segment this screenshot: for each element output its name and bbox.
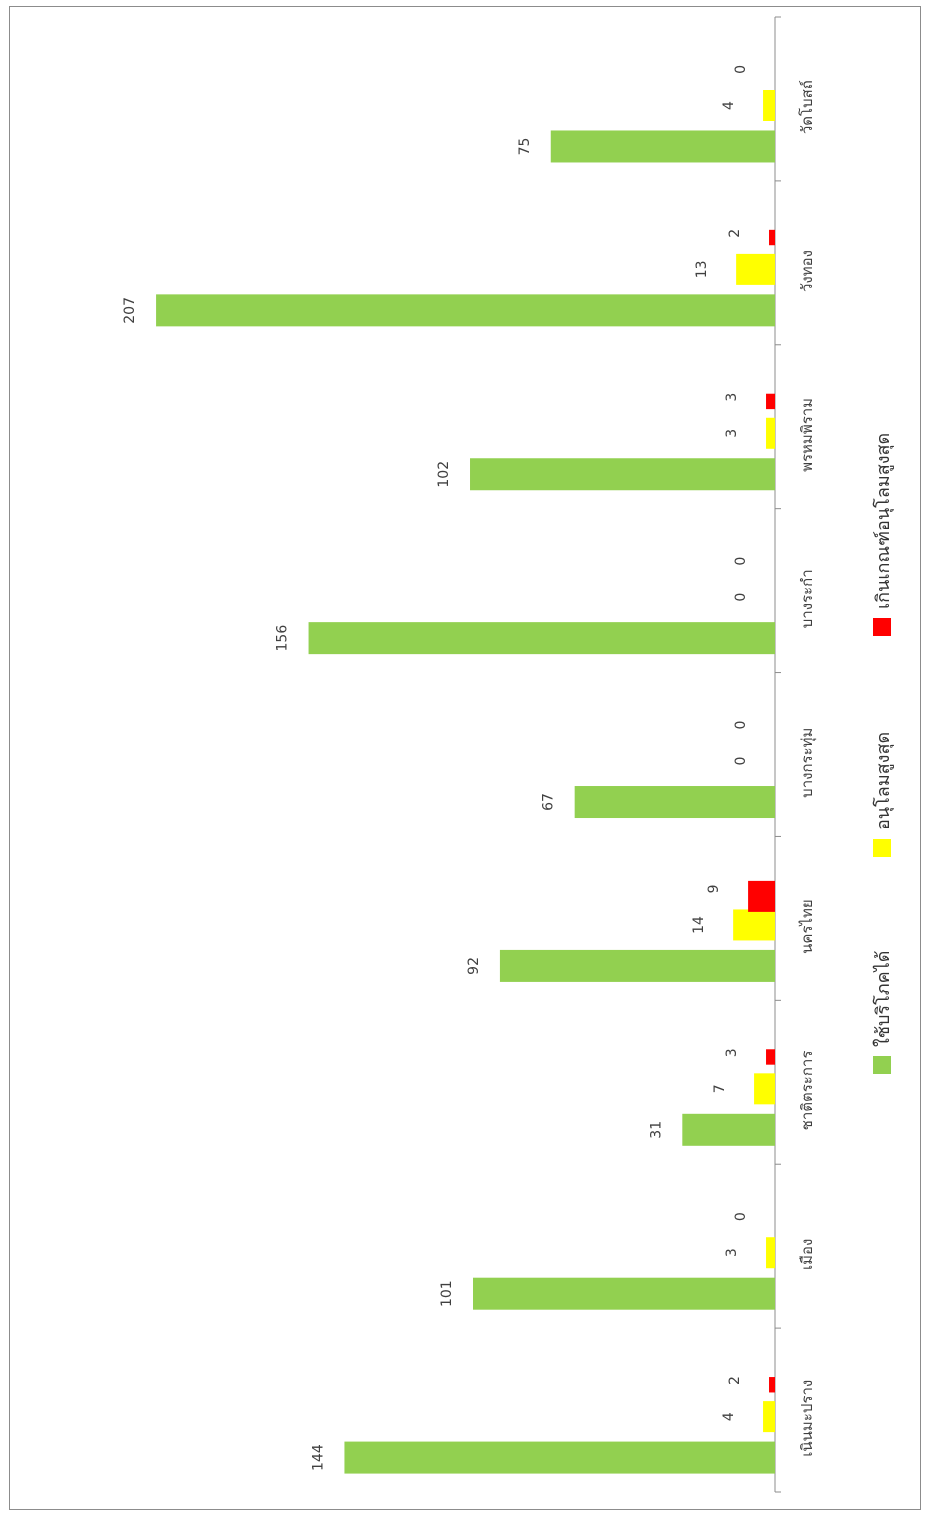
bar-เกินเกณฑ์อนุโลมสูงสุด xyxy=(766,393,775,410)
legend-swatch xyxy=(873,839,891,857)
category-label: เมือง xyxy=(798,1239,816,1270)
data-label: 31 xyxy=(648,1121,664,1139)
category-label: นครไทย xyxy=(798,899,816,954)
legend-swatch xyxy=(873,618,891,636)
data-label: 0 xyxy=(733,1212,749,1221)
data-label: 4 xyxy=(721,1412,737,1421)
data-label: 9 xyxy=(706,884,722,893)
data-label: 144 xyxy=(310,1444,326,1471)
category-label: พรหมพิราม xyxy=(798,398,816,472)
bar-อนุโลมสูงสุด xyxy=(733,909,775,941)
bar-ใช้บริโภคได้ xyxy=(308,622,775,655)
data-label: 0 xyxy=(733,593,749,602)
bar-อนุโลมสูงสุด xyxy=(736,253,775,285)
data-label: 3 xyxy=(724,393,740,402)
data-label: 92 xyxy=(466,957,482,975)
category-label: บางระกำ xyxy=(798,569,816,628)
data-label: 75 xyxy=(517,138,533,156)
bar-ใช้บริโภคได้ xyxy=(550,130,775,163)
data-label: 14 xyxy=(691,916,707,934)
data-label: 4 xyxy=(721,101,737,110)
bar-ใช้บริโภคได้ xyxy=(473,1277,775,1310)
bar-เกินเกณฑ์อนุโลมสูงสุด xyxy=(766,1049,775,1065)
data-label: 3 xyxy=(724,429,740,438)
data-label: 2 xyxy=(727,229,743,238)
legend-label: เกินเกณฑ์อนุโลมสูงสุด xyxy=(872,433,894,609)
data-label: 101 xyxy=(439,1280,455,1307)
data-label: 13 xyxy=(694,260,710,278)
data-label: 102 xyxy=(436,461,452,488)
category-label: วังทอง xyxy=(798,250,816,292)
bar-อนุโลมสูงสุด xyxy=(766,1237,775,1269)
bar-อนุโลมสูงสุด xyxy=(754,1073,775,1105)
bar-ใช้บริโภคได้ xyxy=(574,786,775,819)
bar-อนุโลมสูงสุด xyxy=(763,90,775,121)
data-label: 0 xyxy=(733,557,749,566)
data-label: 2 xyxy=(727,1376,743,1385)
bar-ใช้บริโภคได้ xyxy=(682,1113,775,1146)
legend-label: ใช้บริโภคได้ xyxy=(872,951,894,1047)
category-label: วัดโบสถ์ xyxy=(798,80,816,134)
bar-ใช้บริโภคได้ xyxy=(470,458,775,491)
data-label: 207 xyxy=(122,297,138,324)
category-label: ชาติตระการ xyxy=(798,1051,816,1131)
data-label: 67 xyxy=(541,793,557,811)
bar-อนุโลมสูงสุด xyxy=(766,417,775,449)
data-label: 0 xyxy=(733,757,749,766)
data-label: 156 xyxy=(275,625,291,652)
bar-ใช้บริโภคได้ xyxy=(499,949,775,982)
bar-เกินเกณฑ์อนุโลมสูงสุด xyxy=(769,1377,775,1393)
bar-เกินเกณฑ์อนุโลมสูงสุด xyxy=(769,229,775,246)
data-label: 7 xyxy=(712,1084,728,1093)
bar-เกินเกณฑ์อนุโลมสูงสุด xyxy=(748,880,775,912)
category-label: เนินมะปราง xyxy=(798,1380,816,1457)
legend-label: อนุโลมสูงสุด xyxy=(872,732,894,830)
legend-swatch xyxy=(873,1056,891,1074)
bar-ใช้บริโภคได้ xyxy=(344,1441,775,1474)
data-label: 0 xyxy=(733,65,749,74)
category-label: บางกระทุ่ม xyxy=(798,728,817,798)
data-label: 3 xyxy=(724,1248,740,1257)
data-label: 0 xyxy=(733,721,749,730)
bar-อนุโลมสูงสุด xyxy=(763,1401,775,1433)
bar-ใช้บริโภคได้ xyxy=(156,294,775,327)
data-label: 3 xyxy=(724,1048,740,1057)
